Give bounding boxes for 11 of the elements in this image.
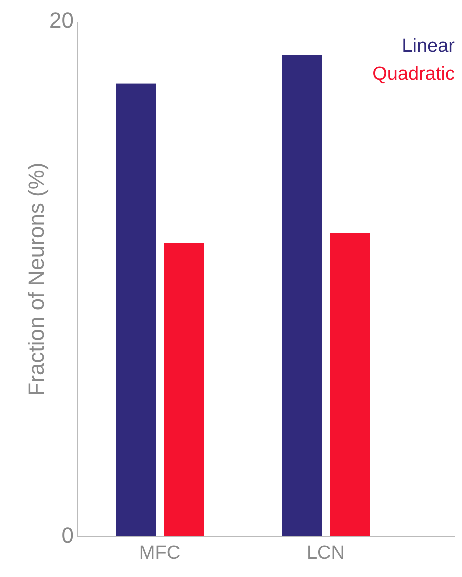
- bar: [282, 55, 322, 537]
- text: Linear: [402, 36, 456, 57]
- y-axis-title: Fraction of Neurons (%): [24, 162, 49, 396]
- bar: [330, 233, 370, 537]
- y-tick-label: 20: [50, 8, 74, 33]
- x-tick-label: MFC: [139, 543, 181, 564]
- y-tick-label: 0: [62, 522, 74, 548]
- bar: [164, 243, 204, 537]
- bar: [116, 84, 156, 537]
- x-tick-label: LCN: [306, 543, 346, 564]
- text: Quadratic: [372, 64, 455, 85]
